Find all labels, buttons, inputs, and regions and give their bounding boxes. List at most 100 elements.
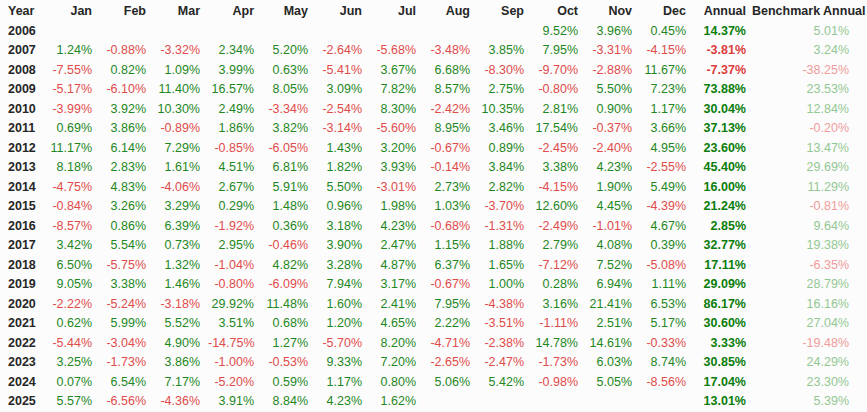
column-header-aug: Aug: [424, 2, 478, 22]
benchmark-cell: 23.53%: [752, 80, 867, 100]
month-cell: -3.32%: [154, 41, 208, 61]
month-cell: [46, 22, 100, 42]
benchmark-cell: 23.30%: [752, 373, 867, 393]
month-cell: 2.81%: [532, 100, 586, 120]
month-cell: 11.67%: [640, 61, 694, 81]
annual-cell: 23.60%: [694, 139, 752, 159]
month-cell: 0.80%: [370, 373, 424, 393]
month-cell: 5.50%: [316, 178, 370, 198]
annual-cell: -3.81%: [694, 41, 752, 61]
month-cell: -0.98%: [532, 373, 586, 393]
month-cell: 3.29%: [154, 197, 208, 217]
month-cell: 6.53%: [640, 295, 694, 315]
month-cell: 6.54%: [100, 373, 154, 393]
month-cell: -0.67%: [424, 275, 478, 295]
month-cell: 7.17%: [154, 373, 208, 393]
month-cell: 1.43%: [316, 139, 370, 159]
month-cell: 10.30%: [154, 100, 208, 120]
month-cell: 7.20%: [370, 353, 424, 373]
column-header-jun: Jun: [316, 2, 370, 22]
benchmark-cell: 9.64%: [752, 217, 867, 237]
month-cell: -0.67%: [424, 139, 478, 159]
annual-cell: 29.09%: [694, 275, 752, 295]
year-cell: 2008: [0, 61, 46, 81]
month-cell: -8.57%: [46, 217, 100, 237]
month-cell: [586, 392, 640, 412]
year-cell: 2012: [0, 139, 46, 159]
month-cell: 4.51%: [208, 158, 262, 178]
month-cell: -5.41%: [316, 61, 370, 81]
month-cell: -6.10%: [100, 80, 154, 100]
month-cell: 3.16%: [532, 295, 586, 315]
month-cell: 3.18%: [316, 217, 370, 237]
month-cell: -3.51%: [478, 314, 532, 334]
column-header-jan: Jan: [46, 2, 100, 22]
column-header-year: Year: [0, 2, 46, 22]
month-cell: 1.60%: [316, 295, 370, 315]
month-cell: 2.49%: [208, 100, 262, 120]
month-cell: 1.48%: [262, 197, 316, 217]
month-cell: 3.96%: [586, 22, 640, 42]
month-cell: 2.83%: [100, 158, 154, 178]
table-row: 2020-2.22%-5.24%-3.18%29.92%11.48%1.60%2…: [0, 295, 867, 315]
month-cell: 3.28%: [316, 256, 370, 276]
month-cell: -2.64%: [316, 41, 370, 61]
month-cell: 9.33%: [316, 353, 370, 373]
month-cell: 0.39%: [640, 236, 694, 256]
table-row: 20173.42%5.54%0.73%2.95%-0.46%3.90%2.47%…: [0, 236, 867, 256]
month-cell: -0.53%: [262, 353, 316, 373]
month-cell: 5.50%: [586, 80, 640, 100]
month-cell: 6.94%: [586, 275, 640, 295]
month-cell: [640, 392, 694, 412]
month-cell: -5.60%: [370, 119, 424, 139]
month-cell: 1.82%: [316, 158, 370, 178]
month-cell: 3.86%: [154, 353, 208, 373]
year-cell: 2025: [0, 392, 46, 412]
benchmark-cell: 28.79%: [752, 275, 867, 295]
month-cell: -3.31%: [586, 41, 640, 61]
month-cell: 0.82%: [100, 61, 154, 81]
month-cell: 4.45%: [586, 197, 640, 217]
month-cell: 4.82%: [262, 256, 316, 276]
month-cell: 0.96%: [316, 197, 370, 217]
annual-cell: 73.88%: [694, 80, 752, 100]
benchmark-cell: -0.20%: [752, 119, 867, 139]
annual-cell: 30.60%: [694, 314, 752, 334]
month-cell: 1.09%: [154, 61, 208, 81]
benchmark-cell: -19.48%: [752, 334, 867, 354]
year-cell: 2014: [0, 178, 46, 198]
month-cell: -4.06%: [154, 178, 208, 198]
month-cell: 7.95%: [424, 295, 478, 315]
benchmark-cell: 16.16%: [752, 295, 867, 315]
month-cell: 5.42%: [478, 373, 532, 393]
month-cell: 2.34%: [208, 41, 262, 61]
column-header-annual: Annual: [694, 2, 752, 22]
month-cell: 4.67%: [640, 217, 694, 237]
year-cell: 2017: [0, 236, 46, 256]
table-row: 2022-5.44%-3.04%4.90%-14.75%1.27%-5.70%8…: [0, 334, 867, 354]
month-cell: -4.15%: [640, 41, 694, 61]
month-cell: 2.79%: [532, 236, 586, 256]
month-cell: -1.31%: [478, 217, 532, 237]
month-cell: 7.82%: [370, 80, 424, 100]
month-cell: 1.88%: [478, 236, 532, 256]
month-cell: [424, 22, 478, 42]
month-cell: 1.32%: [154, 256, 208, 276]
column-header-apr: Apr: [208, 2, 262, 22]
month-cell: -2.22%: [46, 295, 100, 315]
month-cell: -0.33%: [640, 334, 694, 354]
month-cell: 2.75%: [478, 80, 532, 100]
benchmark-cell: 5.01%: [752, 22, 867, 42]
month-cell: 3.17%: [370, 275, 424, 295]
month-cell: 0.62%: [46, 314, 100, 334]
table-row: 20199.05%3.38%1.46%-0.80%-6.09%7.94%3.17…: [0, 275, 867, 295]
month-cell: 1.15%: [424, 236, 478, 256]
annual-cell: 32.77%: [694, 236, 752, 256]
month-cell: 17.54%: [532, 119, 586, 139]
month-cell: 8.30%: [370, 100, 424, 120]
month-cell: -4.39%: [640, 197, 694, 217]
benchmark-cell: -38.25%: [752, 61, 867, 81]
month-cell: 0.86%: [100, 217, 154, 237]
month-cell: -0.89%: [154, 119, 208, 139]
month-cell: [208, 22, 262, 42]
